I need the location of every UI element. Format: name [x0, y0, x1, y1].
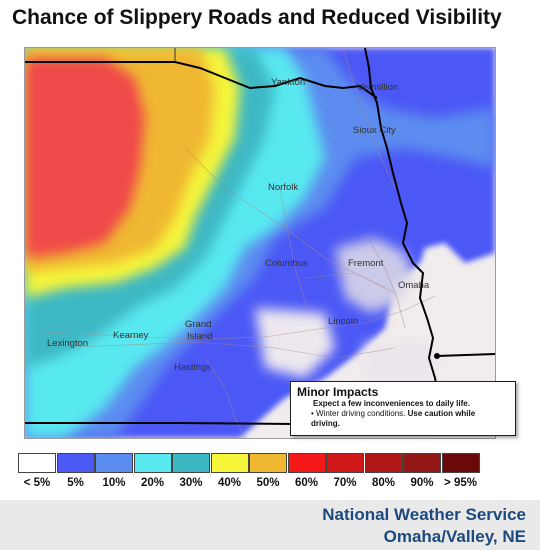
legend-label: 90% — [410, 477, 434, 489]
state-border-south — [25, 422, 296, 425]
impact-callout: Minor Impacts Expect a few inconvenience… — [290, 381, 516, 436]
legend-swatch — [441, 453, 480, 473]
legend-swatch — [172, 453, 210, 473]
legend-swatch — [287, 453, 326, 473]
missouri-river-border — [364, 48, 440, 404]
legend-swatch — [403, 453, 441, 473]
legend-labels: < 5% 5% 10% 20% 30% 40% 50% 60% 70% 80% 90% > 95% — [18, 477, 488, 493]
legend-label: 40% — [217, 477, 242, 489]
city-label-lincoln: Lincoln — [328, 316, 358, 327]
office-name: Omaha/Valley, NE — [383, 527, 526, 546]
footer: National Weather Service Omaha/Valley, N… — [0, 500, 540, 550]
legend-label: < 5% — [23, 477, 51, 489]
city-label-hastings: Hastings — [174, 362, 211, 373]
city-label-island: Island — [187, 331, 212, 342]
impact-bullet-caution-cont: driving. — [311, 419, 340, 428]
impact-bullet-caution: Use caution while — [407, 409, 476, 418]
city-label-norfolk: Norfolk — [268, 182, 298, 193]
legend-label: 80% — [371, 477, 396, 489]
city-label-omaha: Omaha — [398, 280, 430, 291]
legend-swatch — [210, 453, 249, 473]
legend-label: 60% — [294, 477, 319, 489]
state-border-north — [25, 61, 378, 99]
legend-label: 30% — [179, 477, 203, 489]
city-label-fremont: Fremont — [348, 258, 384, 269]
legend-label: 20% — [140, 477, 165, 489]
state-border-iowa-missouri — [436, 353, 495, 357]
city-label-lexington: Lexington — [47, 338, 88, 349]
legend-swatch — [326, 453, 364, 473]
legend-swatch — [364, 453, 403, 473]
map-graphic: Yankton Vermillion Sioux City Norfolk Co… — [25, 48, 495, 438]
impact-title: Minor Impacts — [297, 385, 379, 399]
city-label-kearney: Kearney — [113, 330, 149, 341]
legend-label: 50% — [256, 477, 280, 489]
border-junction-marker — [434, 353, 440, 359]
city-label-yankton: Yankton — [271, 77, 305, 88]
city-label-sioux-city: Sioux City — [353, 125, 396, 136]
legend-label: 5% — [67, 477, 84, 489]
legend-label: 10% — [102, 477, 126, 489]
agency-name: National Weather Service — [322, 505, 526, 524]
impact-bullet: • Winter driving conditions. Use caution… — [297, 409, 509, 419]
city-label-columbus: Columbus — [265, 258, 308, 269]
color-legend — [18, 453, 480, 473]
legend-swatch — [95, 453, 133, 473]
road-network — [25, 48, 436, 438]
legend-swatch — [56, 453, 95, 473]
impact-bullet-cont: driving. — [297, 419, 509, 429]
impact-bullet-text: • Winter driving conditions. — [311, 409, 408, 418]
legend-swatch — [133, 453, 172, 473]
legend-swatch — [18, 453, 56, 473]
impact-description: Expect a few inconveniences to daily lif… — [313, 399, 470, 408]
legend-label: > 95% — [444, 477, 477, 489]
legend-swatch — [249, 453, 287, 473]
map-title: Chance of Slippery Roads and Reduced Vis… — [12, 6, 502, 29]
legend-label: 70% — [333, 477, 357, 489]
city-label-grand: Grand — [185, 319, 211, 330]
prob-60-area — [25, 58, 145, 258]
city-label-vermillion: Vermillion — [357, 82, 398, 93]
